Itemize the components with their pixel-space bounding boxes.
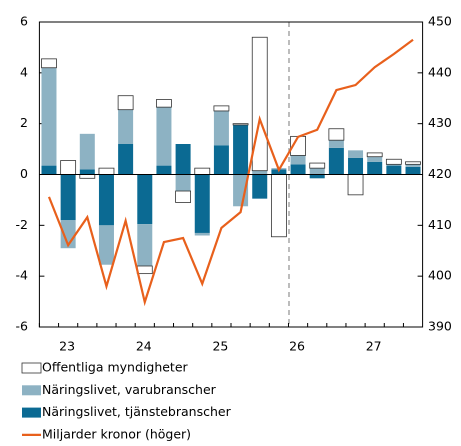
legend-label: Offentliga myndigheter bbox=[42, 360, 189, 375]
bar-segment bbox=[309, 174, 325, 179]
bar-segment bbox=[98, 167, 115, 175]
bar-segment bbox=[136, 265, 153, 275]
bar-segment bbox=[137, 224, 153, 266]
bar-segment bbox=[347, 174, 364, 196]
bar-segment bbox=[251, 36, 268, 172]
x-tick-label: 27 bbox=[366, 339, 382, 354]
bar-segment bbox=[98, 174, 114, 226]
bar-segment bbox=[175, 144, 191, 175]
y2-tick-label: 440 bbox=[428, 64, 452, 79]
y2-tick-label: 450 bbox=[428, 14, 452, 29]
bar-segment bbox=[328, 140, 344, 148]
bar-segment bbox=[348, 157, 364, 175]
y-tick-label: 4 bbox=[20, 64, 28, 79]
bar-segment bbox=[213, 110, 229, 146]
bar-segment bbox=[309, 162, 326, 169]
legend-label: Näringslivet, tjänstebranscher bbox=[42, 404, 232, 419]
bar-segment bbox=[79, 174, 96, 179]
bar-segment bbox=[137, 174, 153, 225]
bar-segment bbox=[366, 152, 383, 158]
x-tick-label: 23 bbox=[59, 339, 75, 354]
bar-segment bbox=[405, 166, 421, 175]
y2-tick-label: 390 bbox=[428, 319, 452, 334]
bar-segment bbox=[194, 174, 210, 233]
x-tick-label: 25 bbox=[212, 339, 228, 354]
bar-segment bbox=[41, 165, 57, 175]
bar-segment bbox=[156, 165, 172, 175]
bar-segment bbox=[385, 158, 402, 165]
bar-segment bbox=[386, 164, 402, 166]
bar-segment bbox=[60, 160, 77, 175]
y-tick-label: 2 bbox=[20, 115, 28, 130]
legend-swatch bbox=[22, 407, 41, 418]
y2-tick-label: 410 bbox=[428, 217, 452, 232]
bar-segment bbox=[290, 155, 306, 165]
legend-label: Miljarder kronor (höger) bbox=[42, 426, 191, 441]
bar-segment bbox=[60, 174, 76, 221]
y-tick-label: -4 bbox=[16, 268, 29, 283]
y2-tick-label: 430 bbox=[428, 115, 452, 130]
y-tick-label: -6 bbox=[16, 319, 29, 334]
line-series bbox=[47, 38, 414, 307]
bar-segment bbox=[156, 99, 172, 108]
bar-segment bbox=[118, 109, 134, 144]
bar-segment bbox=[328, 147, 344, 175]
bar-segment bbox=[270, 174, 287, 238]
y-tick-label: 0 bbox=[20, 166, 28, 181]
y-tick-label: -2 bbox=[16, 217, 28, 232]
y-tick-label: 6 bbox=[20, 14, 28, 29]
bar-segment bbox=[213, 145, 229, 175]
legend-label: Näringslivet, varubranscher bbox=[42, 382, 217, 397]
bar-segment bbox=[367, 156, 383, 162]
bar-segment bbox=[41, 58, 57, 69]
bar-segment bbox=[405, 161, 421, 165]
bar-segment bbox=[367, 161, 383, 175]
bar-segment bbox=[117, 95, 134, 111]
y2-tick-label: 420 bbox=[428, 166, 452, 181]
bar-segment bbox=[79, 133, 95, 170]
bar-segment bbox=[98, 225, 114, 265]
bar-segment bbox=[252, 170, 268, 175]
bar-segment bbox=[194, 232, 210, 236]
bar-segment bbox=[213, 105, 230, 112]
bar-segment bbox=[328, 128, 345, 141]
bar-segment bbox=[348, 150, 364, 158]
bar-segment bbox=[386, 165, 402, 175]
legend-swatch bbox=[21, 362, 42, 374]
bar-segment bbox=[156, 107, 172, 166]
bar-segment bbox=[79, 169, 95, 175]
legend-swatch bbox=[22, 385, 41, 396]
bar-segment bbox=[290, 164, 306, 175]
bar-segment bbox=[232, 123, 249, 126]
bar-segment bbox=[41, 67, 57, 166]
bar-segment bbox=[309, 168, 325, 175]
bar-segment bbox=[252, 174, 268, 199]
x-tick-label: 24 bbox=[136, 339, 152, 354]
bar-segment bbox=[118, 144, 134, 175]
bar-segment bbox=[405, 164, 421, 167]
bar-segment bbox=[175, 190, 192, 203]
bar-segment bbox=[194, 167, 211, 175]
x-tick-label: 26 bbox=[289, 339, 305, 354]
bar-segment bbox=[175, 174, 191, 192]
y2-tick-label: 400 bbox=[428, 268, 452, 283]
bar-segment bbox=[233, 124, 249, 175]
